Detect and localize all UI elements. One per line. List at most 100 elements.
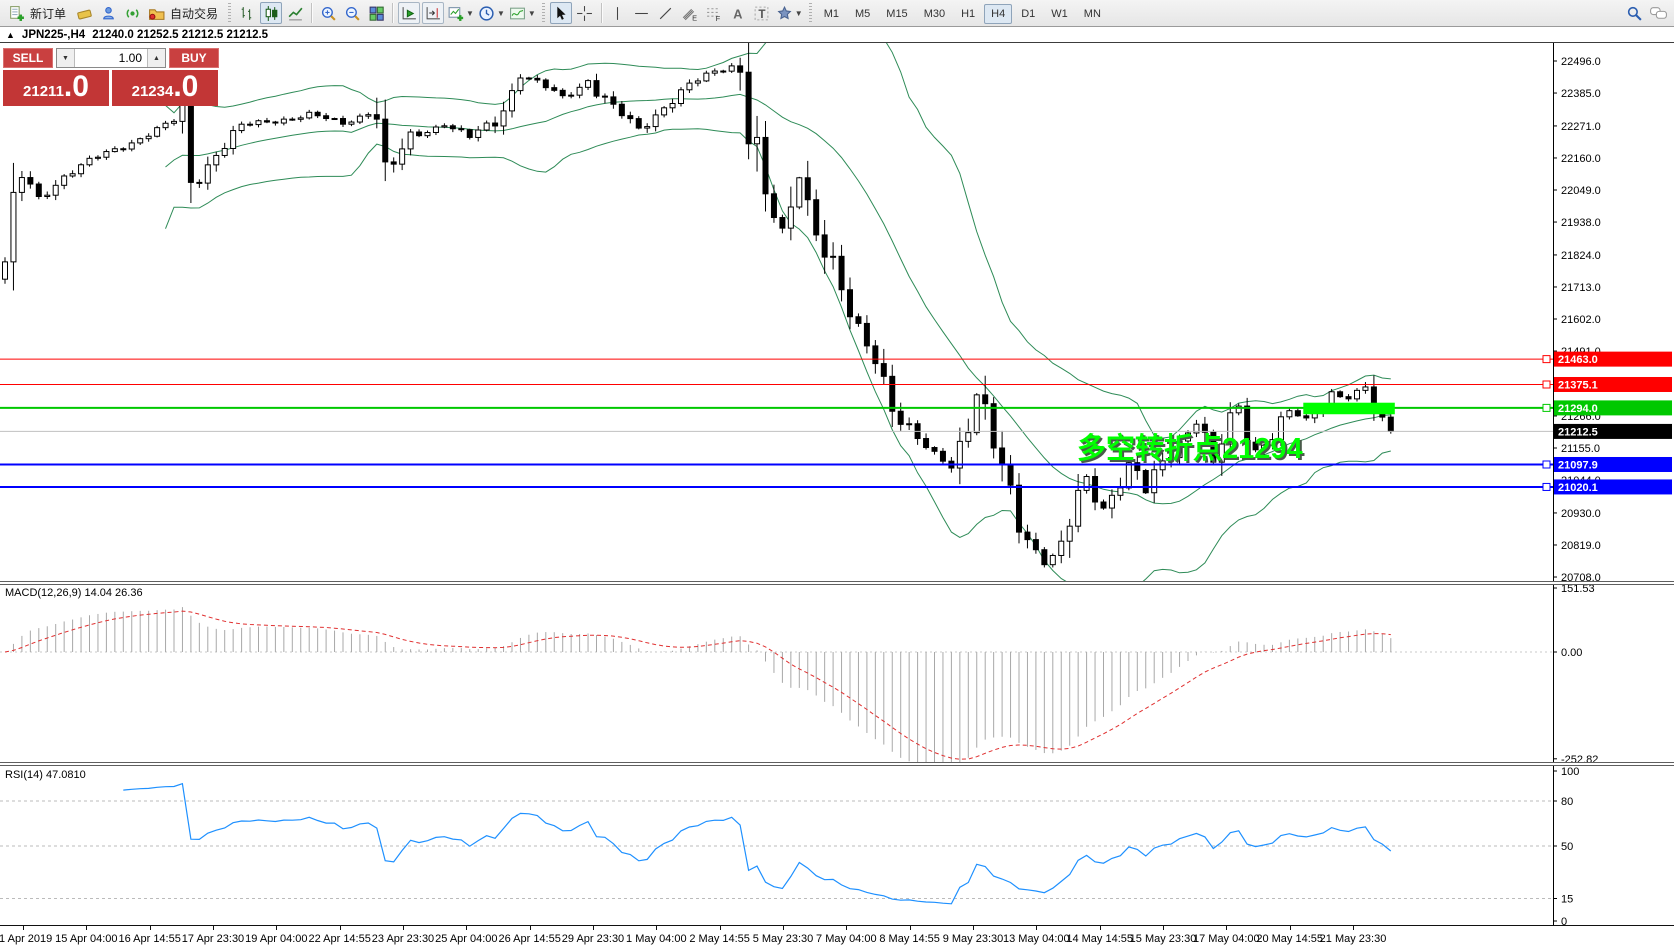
tab-tf-H1[interactable]: H1: [961, 8, 976, 20]
tab-tf-M5[interactable]: M5: [855, 8, 871, 20]
hline-handle[interactable]: [1542, 403, 1551, 412]
rsi-tick-label: 80: [1561, 796, 1573, 808]
market-watch-icon[interactable]: [73, 2, 95, 24]
candle-body: [2, 261, 8, 280]
text-button[interactable]: A: [727, 2, 749, 24]
rsi-tick-label: 50: [1561, 841, 1573, 853]
periods-dropdown[interactable]: ▼: [477, 2, 506, 24]
autotrading-label[interactable]: 自动交易: [170, 6, 219, 21]
tab-tf-M1[interactable]: M1: [823, 8, 839, 20]
equidistant-channel-button[interactable]: E: [679, 2, 701, 24]
trendline-button[interactable]: [655, 2, 677, 24]
hline-handle[interactable]: [1542, 355, 1551, 364]
fibonacci-button[interactable]: F: [703, 2, 725, 24]
axis-price-box[interactable]: [1554, 423, 1672, 439]
tab-tf-M30[interactable]: M30: [923, 8, 946, 20]
autotrading-button[interactable]: [145, 2, 167, 24]
sell-price-panel[interactable]: 21211 .0: [3, 70, 109, 106]
time-label: 13 May 04:00: [1002, 933, 1070, 945]
search-icon[interactable]: [1623, 2, 1645, 24]
rsi-pane[interactable]: 100 80 50 15 0: [0, 765, 1674, 925]
buy-price-panel[interactable]: 21234 .0: [112, 70, 218, 106]
time-tick: [1226, 926, 1228, 930]
tab-tf-H4[interactable]: H4: [984, 4, 1013, 24]
indicators-dropdown[interactable]: ▼: [508, 2, 537, 24]
main-chart[interactable]: 多空转折点21294多空转折点2129422496.022385.022271.…: [0, 28, 1674, 581]
highlight-bar[interactable]: [1303, 402, 1395, 415]
bar-chart-button[interactable]: [236, 2, 258, 24]
hline-handle[interactable]: [1542, 380, 1551, 389]
zoom-in-button[interactable]: [317, 2, 339, 24]
candle-body: [1294, 410, 1301, 417]
hline-handle[interactable]: [1542, 482, 1551, 491]
candle-body: [483, 122, 490, 131]
new-order-label[interactable]: 新订单: [30, 6, 67, 21]
axis-price-box[interactable]: [1554, 400, 1672, 416]
candle-body: [61, 175, 68, 186]
volume-increase-button[interactable]: ▲: [147, 49, 165, 67]
collapse-arrow-icon[interactable]: ▲: [6, 30, 15, 40]
candle-body: [669, 103, 676, 109]
axis-price-box[interactable]: [1554, 351, 1672, 367]
candle-body: [804, 177, 811, 201]
time-tick: [149, 926, 151, 930]
chart-shift-button[interactable]: [422, 2, 445, 24]
buy-button[interactable]: BUY: [169, 48, 219, 68]
chat-icon[interactable]: [1647, 2, 1669, 24]
vertical-line-button[interactable]: [607, 2, 629, 24]
new-order-button[interactable]: [5, 2, 27, 24]
toolbar-separator: [392, 3, 394, 23]
hline-handle[interactable]: [1542, 460, 1551, 469]
macd-pane[interactable]: 151.53 0.00 -252.82: [0, 585, 1674, 762]
axis-price-box[interactable]: [1554, 456, 1672, 472]
candlestick-chart-button[interactable]: [260, 2, 283, 24]
time-label: 23 Apr 23:30: [371, 933, 435, 945]
candle-body: [306, 111, 313, 119]
tab-tf-M15[interactable]: M15: [886, 8, 908, 20]
macd-signal-line: [4, 610, 1391, 760]
toolbar-grip: [541, 3, 545, 23]
svg-text:F: F: [716, 13, 721, 21]
tab-tf-D1[interactable]: D1: [1021, 8, 1036, 20]
candle-body: [1168, 457, 1175, 462]
price-tick-label: 21824.0: [1561, 250, 1601, 262]
sell-price: 21211: [23, 83, 64, 100]
axis-price-box[interactable]: [1554, 376, 1672, 392]
line-chart-button[interactable]: [284, 2, 306, 24]
auto-scroll-button[interactable]: [398, 2, 421, 24]
chart-window-title[interactable]: ▲ JPN225-,H4 21240.0 21252.5 21212.5 212…: [0, 28, 1674, 43]
candle-body: [627, 115, 634, 120]
signals-icon[interactable]: [121, 2, 143, 24]
chevron-down-icon: ▼: [794, 8, 803, 18]
candle-body: [931, 447, 938, 452]
axis-price-box[interactable]: [1554, 479, 1672, 495]
crosshair-button[interactable]: [574, 2, 596, 24]
volume-decrease-button[interactable]: ▼: [57, 49, 75, 67]
pane-separator[interactable]: [0, 762, 1674, 766]
sell-button[interactable]: SELL: [3, 48, 53, 68]
volume-input[interactable]: [75, 49, 147, 67]
candle-body: [382, 118, 389, 163]
time-label: 20 May 14:55: [1256, 933, 1323, 945]
horizontal-line-button[interactable]: [631, 2, 653, 24]
candle-body: [69, 173, 76, 177]
tab-tf-W1[interactable]: W1: [1051, 8, 1068, 20]
cursor-button[interactable]: [549, 2, 572, 24]
annotation-text[interactable]: 多空转折点21294: [1077, 431, 1303, 465]
candle-body: [196, 181, 203, 184]
candle-body: [1345, 396, 1352, 400]
arrows-dropdown[interactable]: ▼: [775, 2, 804, 24]
time-tick: [339, 926, 341, 930]
profiles-icon[interactable]: [97, 2, 119, 24]
price-tick-label: 21155.0: [1561, 443, 1600, 455]
zoom-out-button[interactable]: [341, 2, 363, 24]
pane-separator[interactable]: [0, 581, 1674, 585]
new-chart-dropdown[interactable]: ▼: [446, 2, 475, 24]
tab-tf-MN[interactable]: MN: [1083, 8, 1101, 20]
macd-tick-label: -252.82: [1561, 754, 1598, 762]
time-label: 19 Apr 04:00: [245, 933, 308, 945]
text-label-button[interactable]: T: [751, 2, 773, 24]
candle-body: [711, 70, 718, 74]
tile-windows-button[interactable]: [365, 2, 387, 24]
